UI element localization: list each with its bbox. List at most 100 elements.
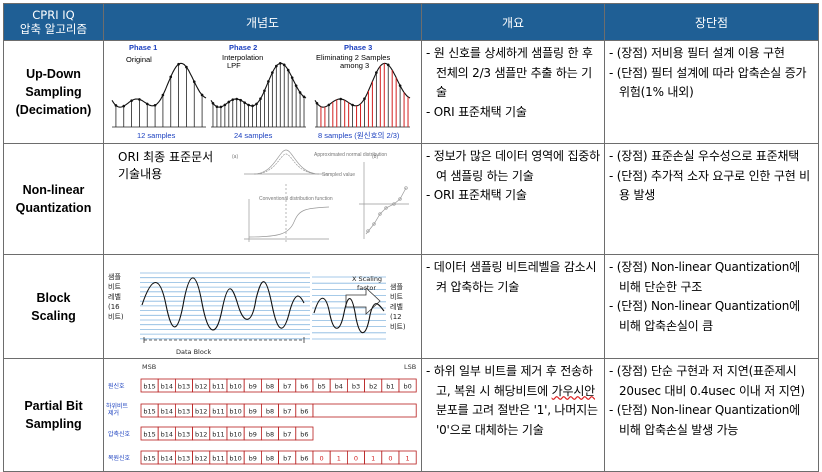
bit-label: b13 xyxy=(178,408,190,416)
svg-text:비트): 비트) xyxy=(108,312,124,321)
bit-diagram: MSB LSB 원신호 b15 b14 b13 b12 b11 b10 b9 b8 b7 b6 b5 b… xyxy=(106,363,417,465)
svg-text:(b): (b) xyxy=(372,154,378,160)
bit-label: b8 xyxy=(266,431,274,439)
caption: among 3 xyxy=(340,61,369,70)
svg-text:factor: factor xyxy=(357,284,376,292)
svg-text:MSB: MSB xyxy=(142,363,156,371)
caption: Interpolation xyxy=(222,53,263,62)
bit-label: b6 xyxy=(300,455,308,463)
scaling-arrow-icon xyxy=(345,287,381,315)
diagram-nonlinear-quantization: ORI 최종 표준문서 기술내용 (a) (b) Sampled value Ap… xyxy=(103,143,422,255)
pros-cons-cell: - (장점) 표준손실 우수성으로 표준채택 - (단점) 추가적 소자 요구로… xyxy=(604,143,819,255)
overview-cell: - 하위 일부 비트를 제거 후 전송하고, 복원 시 해당비트에 가우시안 분… xyxy=(421,358,605,472)
bit-label: b9 xyxy=(249,455,257,463)
bit-label: b14 xyxy=(161,383,173,391)
samples-label: 24 samples xyxy=(234,131,273,140)
svg-text:(12: (12 xyxy=(390,313,402,321)
bit-label: b4 xyxy=(335,383,343,391)
bit-label: b12 xyxy=(195,383,207,391)
overview-cell: - 데이터 샘플링 비트레벨을 감소시켜 압축하는 기술 xyxy=(421,254,605,359)
bit-label: b2 xyxy=(369,383,377,391)
bit-label: b12 xyxy=(195,431,207,439)
bit-label: b6 xyxy=(300,431,308,439)
bit-label: b10 xyxy=(229,455,241,463)
bit-label: b8 xyxy=(266,455,274,463)
cons-item: - (단점) 추가적 소자 요구로 인한 구현 비용 발생 xyxy=(609,168,810,203)
bit-label: b11 xyxy=(212,383,224,391)
bit-row-label: 하위비트 xyxy=(106,402,129,410)
svg-text:비트): 비트) xyxy=(390,322,406,331)
pros-cons-cell: - (장점) Non-linear Quantization에 비해 단순한 구… xyxy=(604,254,819,359)
header-overview: 개요 xyxy=(421,3,605,41)
cons-item: - (단점) Non-linear Quantization에 비해 압축손실 … xyxy=(609,403,800,437)
row-partial-bit-sampling: Partial Bit Sampling MSB LSB 원신호 b15 b14 b13… xyxy=(3,358,819,472)
bit-label: b13 xyxy=(178,455,190,463)
bit-label: b15 xyxy=(143,408,155,416)
bit-box xyxy=(398,378,417,393)
bit-label: b10 xyxy=(229,408,241,416)
bit-label: b15 xyxy=(143,431,155,439)
overview-cell: - 원 신호를 상세하게 샘플링 한 후 전체의 2/3 샘플만 추출 하는 기… xyxy=(421,40,605,144)
bit-label: 0 xyxy=(320,455,324,463)
svg-text:X Scaling: X Scaling xyxy=(352,275,382,283)
bit-label: b12 xyxy=(195,455,207,463)
svg-text:비트: 비트 xyxy=(108,282,121,291)
compression-table: CPRI IQ 압축 알고리즘 개념도 개요 장단점 Up-Down Samplin… xyxy=(3,3,819,472)
header-row: CPRI IQ 압축 알고리즘 개념도 개요 장단점 xyxy=(3,3,819,41)
bit-label: b8 xyxy=(266,408,274,416)
svg-text:레벨: 레벨 xyxy=(108,292,121,301)
phase-label: Phase 3 xyxy=(344,43,372,52)
caption: Original xyxy=(126,55,152,64)
bit-row-label: 복원신호 xyxy=(108,454,131,462)
overview-item: - ORI 표준채택 기술 xyxy=(426,188,527,202)
bit-label: b14 xyxy=(161,408,173,416)
algo-name: Partial Bit Sampling xyxy=(3,358,104,472)
bit-label: 0 xyxy=(354,455,358,463)
bit-row-label: 제거 xyxy=(108,409,119,417)
samples-label: 12 samples xyxy=(137,131,176,140)
svg-text:Approximated normal distributi: Approximated normal distribution xyxy=(314,152,387,158)
bit-label: 1 xyxy=(337,455,341,463)
algo-name: Up-Down Sampling (Decimation) xyxy=(3,40,104,144)
caption: Eliminating 2 Samples xyxy=(316,53,390,62)
overview-item: - 하위 일부 비트를 제거 후 전송하고, 복원 시 해당비트에 가우시안 분… xyxy=(426,364,598,437)
bit-label: b7 xyxy=(283,408,291,416)
bit-label: b7 xyxy=(283,455,291,463)
pros-cons-cell: - (장점) 저비용 필터 설계 이용 구현 - (단점) 필터 설계에 따라 … xyxy=(604,40,819,144)
bit-label: b14 xyxy=(161,431,173,439)
header-algorithm: CPRI IQ 압축 알고리즘 xyxy=(3,3,104,41)
pros-cons-cell: - (장점) 단순 구현과 저 지연(표준제시 20usec 대비 0.4use… xyxy=(604,358,819,472)
cons-item: - (단점) 필터 설계에 따라 압축손실 증가 위험(1% 내외) xyxy=(609,65,807,100)
row-block-scaling: Block Scaling 샘플 비트 레벨 (16 비트) 샘플 비트 레벨 (… xyxy=(3,254,819,359)
phase-label: Phase 2 xyxy=(229,43,257,52)
overview-item: - 정보가 많은 데이터 영역에 집중하여 샘플링 하는 기술 xyxy=(426,149,600,183)
bit-label: b7 xyxy=(283,431,291,439)
bit-label: b12 xyxy=(195,408,207,416)
bit-label: b11 xyxy=(212,431,224,439)
row-updown-sampling: Up-Down Sampling (Decimation) Phase 1 Phas… xyxy=(3,40,819,144)
svg-text:샘플: 샘플 xyxy=(108,273,121,281)
svg-text:Data Block: Data Block xyxy=(176,348,211,356)
pros-item: - (장점) 저비용 필터 설계 이용 구현 xyxy=(609,46,785,60)
bit-label: b14 xyxy=(161,455,173,463)
samples-label: 8 samples (원신호의 2/3) xyxy=(318,130,400,140)
quantization-figure: (a) (b) Sampled value Approximated norma… xyxy=(232,149,409,242)
bit-label: b10 xyxy=(229,383,241,391)
algo-name: Block Scaling xyxy=(3,254,104,359)
bit-label: b6 xyxy=(300,383,308,391)
removed-bits-box xyxy=(312,403,417,418)
overview-item: - 데이터 샘플링 비트레벨을 감소시켜 압축하는 기술 xyxy=(426,260,597,294)
ori-note: ORI 최종 표준문서 기술내용 xyxy=(118,150,214,181)
svg-text:LSB: LSB xyxy=(404,363,416,371)
algo-name: Non-linear Quantization xyxy=(3,143,104,255)
bit-label: b9 xyxy=(249,431,257,439)
phase-label: Phase 1 xyxy=(129,43,157,52)
bit-label: b11 xyxy=(212,408,224,416)
diagram-partial-bit: MSB LSB 원신호 b15 b14 b13 b12 b11 b10 b9 b8 b7 b6 b5 b… xyxy=(103,358,422,472)
diagram-block-scaling: 샘플 비트 레벨 (16 비트) 샘플 비트 레벨 (12 비트) X Scal… xyxy=(103,254,422,359)
block-scaling-figure: 샘플 비트 레벨 (16 비트) 샘플 비트 레벨 (12 비트) X Scal… xyxy=(108,272,406,356)
bit-label: b10 xyxy=(229,431,241,439)
bit-label: 0 xyxy=(388,455,392,463)
bit-label: b13 xyxy=(178,431,190,439)
bit-label: b13 xyxy=(178,383,190,391)
